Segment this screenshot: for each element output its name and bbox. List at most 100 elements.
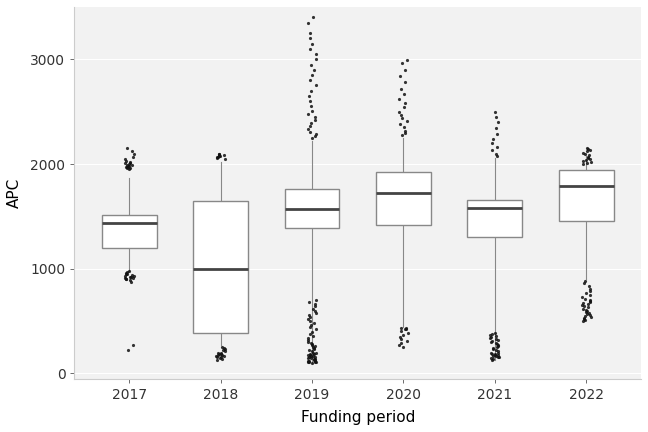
Y-axis label: APC: APC bbox=[7, 178, 22, 208]
Point bbox=[491, 114, 502, 121]
Point bbox=[305, 77, 316, 84]
Point bbox=[305, 352, 316, 359]
Point bbox=[308, 349, 318, 356]
Point bbox=[303, 354, 314, 361]
Point bbox=[212, 354, 222, 361]
Point bbox=[216, 349, 226, 356]
Point bbox=[492, 341, 503, 348]
Point bbox=[124, 162, 134, 169]
Point bbox=[212, 154, 222, 161]
Point bbox=[492, 130, 502, 137]
Point bbox=[582, 145, 592, 152]
Point bbox=[395, 111, 406, 118]
Point bbox=[395, 73, 406, 79]
Point bbox=[487, 356, 497, 363]
Point bbox=[309, 356, 319, 363]
Point bbox=[214, 351, 224, 358]
Point bbox=[578, 300, 588, 307]
Point bbox=[303, 337, 314, 343]
Point bbox=[213, 349, 223, 356]
Point bbox=[127, 148, 137, 155]
Point bbox=[219, 352, 229, 359]
Point bbox=[581, 306, 592, 313]
Point bbox=[491, 332, 502, 339]
Point bbox=[307, 341, 318, 348]
Point bbox=[584, 311, 595, 318]
Point bbox=[585, 287, 596, 294]
Point bbox=[492, 144, 502, 151]
Point bbox=[311, 358, 321, 365]
Point bbox=[398, 331, 408, 338]
Point bbox=[584, 151, 595, 158]
Point bbox=[122, 165, 133, 172]
Point bbox=[584, 283, 595, 289]
Point bbox=[585, 314, 596, 321]
X-axis label: Funding period: Funding period bbox=[301, 410, 415, 425]
Point bbox=[308, 67, 319, 73]
Point bbox=[303, 359, 314, 365]
Point bbox=[397, 131, 408, 138]
Point bbox=[303, 110, 313, 117]
Point bbox=[487, 147, 498, 154]
Point bbox=[215, 353, 226, 360]
Point bbox=[493, 342, 503, 349]
Point bbox=[120, 273, 130, 280]
Point bbox=[586, 159, 596, 165]
Point bbox=[584, 156, 595, 162]
Point bbox=[305, 98, 315, 105]
Point bbox=[585, 292, 596, 299]
Point bbox=[305, 45, 315, 52]
Point bbox=[493, 348, 503, 355]
Point bbox=[121, 270, 132, 277]
Point bbox=[121, 276, 132, 283]
Point bbox=[491, 152, 502, 159]
Point bbox=[220, 346, 230, 353]
Point bbox=[580, 312, 590, 319]
Point bbox=[219, 345, 229, 352]
Point bbox=[585, 299, 596, 306]
Point bbox=[310, 303, 321, 310]
Point bbox=[401, 118, 411, 124]
Point bbox=[394, 95, 404, 102]
Point bbox=[305, 324, 315, 331]
Point bbox=[121, 157, 132, 164]
Point bbox=[218, 347, 228, 354]
Point bbox=[581, 148, 592, 155]
Point bbox=[308, 305, 318, 312]
Point bbox=[128, 150, 139, 157]
Point bbox=[486, 354, 496, 361]
Point bbox=[579, 303, 590, 310]
Point bbox=[585, 297, 596, 304]
Point bbox=[303, 334, 313, 341]
Point bbox=[310, 114, 321, 121]
Point bbox=[493, 349, 503, 356]
Point bbox=[215, 354, 226, 361]
Point bbox=[585, 285, 596, 292]
Point bbox=[580, 317, 590, 324]
Point bbox=[304, 358, 314, 365]
Point bbox=[121, 161, 132, 168]
Point bbox=[121, 164, 131, 171]
Point bbox=[305, 330, 316, 337]
Point bbox=[486, 349, 496, 356]
Point bbox=[577, 318, 588, 324]
Point bbox=[123, 163, 133, 170]
Point bbox=[307, 340, 317, 346]
Point bbox=[488, 136, 498, 143]
Point bbox=[310, 349, 321, 356]
Point bbox=[305, 351, 316, 358]
Point bbox=[488, 356, 498, 362]
Point bbox=[487, 350, 498, 357]
Point bbox=[307, 342, 317, 349]
Point bbox=[304, 311, 314, 318]
Point bbox=[310, 130, 321, 137]
Bar bbox=[376, 172, 431, 225]
Point bbox=[492, 344, 502, 351]
Point bbox=[582, 307, 592, 314]
Point bbox=[212, 356, 222, 363]
Point bbox=[310, 132, 320, 139]
Point bbox=[305, 351, 316, 358]
Point bbox=[307, 328, 318, 335]
Point bbox=[577, 302, 587, 309]
Point bbox=[487, 330, 497, 337]
